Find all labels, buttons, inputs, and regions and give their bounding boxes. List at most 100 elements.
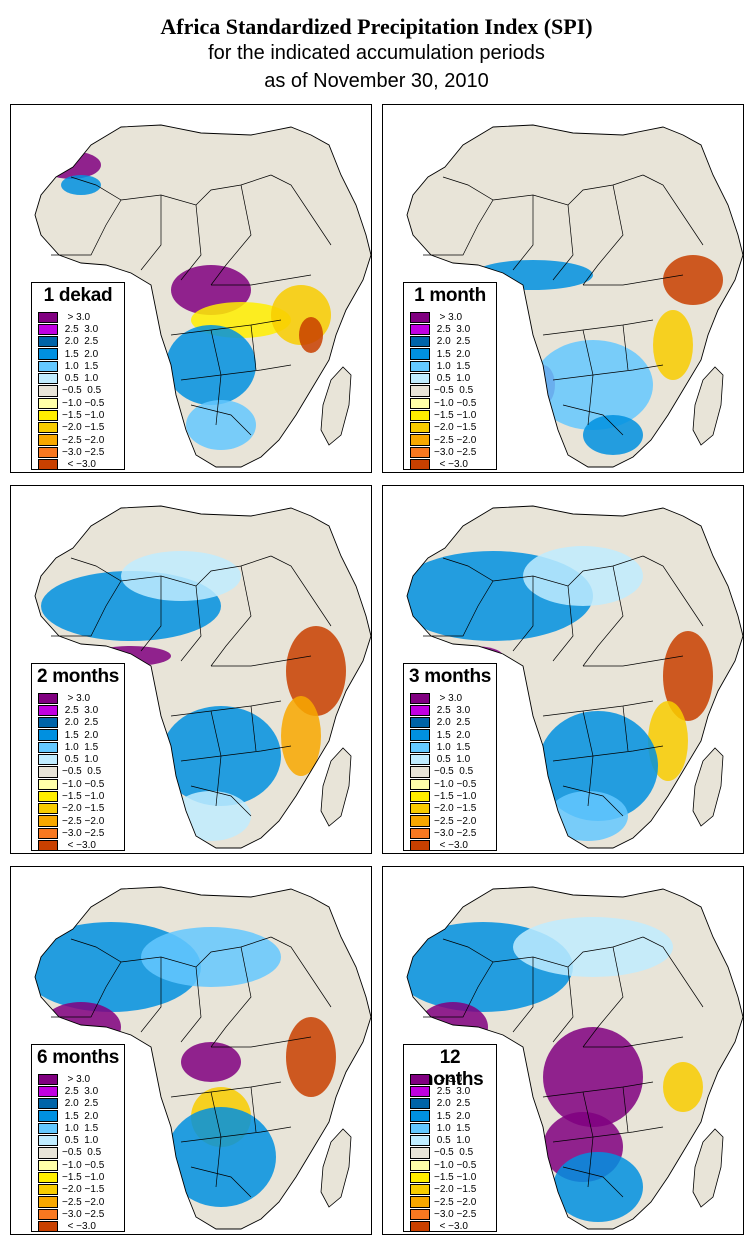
legend: 1 month > 3.0 2.5 3.0 2.0 2.5 1.5 2.0 1.…	[403, 282, 497, 471]
legend-swatch	[38, 741, 58, 753]
legend-entry: < −3.0	[38, 459, 104, 471]
legend-swatch	[410, 827, 430, 840]
panel-period-label: 3 months	[408, 666, 492, 687]
legend-label: −1.0 −0.5	[434, 778, 477, 790]
map-panel: 1 month > 3.0 2.5 3.0 2.0 2.5 1.5 2.0 1.…	[382, 104, 744, 473]
legend-swatch	[38, 1122, 58, 1134]
legend-swatch	[410, 1196, 430, 1208]
legend-label: −3.0 −2.5	[434, 1208, 477, 1220]
legend-swatch	[410, 717, 430, 729]
country-border	[423, 938, 494, 1018]
legend-swatch	[38, 840, 58, 852]
legend-label: −1.0 −0.5	[62, 397, 105, 409]
spi-region	[281, 696, 321, 776]
spi-region	[286, 626, 346, 716]
legend-label: 1.5 2.0	[62, 348, 99, 360]
country-border	[190, 1166, 252, 1198]
country-border	[250, 705, 257, 752]
legend-entry: 1.0 1.5	[38, 741, 104, 753]
africa-map	[34, 505, 371, 849]
legend-label: −0.5 0.5	[434, 385, 474, 397]
country-border	[423, 557, 494, 637]
legend-swatch	[38, 1184, 58, 1196]
legend-label: 1.5 2.0	[434, 1110, 471, 1122]
legend-swatch	[38, 778, 58, 790]
legend-label: −2.5 −2.0	[62, 434, 105, 446]
legend-entry: −1.0 −0.5	[410, 397, 476, 409]
legend-swatch	[38, 348, 58, 360]
legend-swatch	[410, 704, 430, 717]
map-panel: 3 months > 3.0 2.5 3.0 2.0 2.5 1.5 2.0 1…	[382, 485, 744, 854]
legend-swatch	[38, 704, 58, 717]
legend-label: 2.5 3.0	[434, 704, 471, 716]
legend-swatch	[410, 1184, 430, 1196]
legend: 3 months > 3.0 2.5 3.0 2.0 2.5 1.5 2.0 1…	[403, 663, 497, 852]
legend-label: 2.0 2.5	[434, 336, 471, 348]
legend-swatch	[38, 372, 58, 385]
legend-swatch	[38, 1073, 58, 1085]
legend-swatch	[410, 385, 430, 397]
legend-entry: < −3.0	[410, 459, 476, 471]
country-border	[622, 705, 629, 752]
coastline	[34, 505, 371, 849]
legend-swatch	[38, 1110, 58, 1122]
country-border	[492, 555, 644, 587]
country-border	[582, 565, 624, 667]
legend-entry: −1.5 −1.0	[38, 790, 104, 803]
country-border	[552, 966, 574, 1043]
legend-label: 0.5 1.0	[62, 1135, 99, 1147]
coastline	[34, 886, 371, 1230]
legend-entry: > 3.0	[38, 311, 104, 323]
legend-entry: −1.5 −1.0	[410, 409, 476, 422]
legend-swatch	[410, 692, 430, 704]
country-border	[582, 1091, 594, 1188]
legend-label: 1.0 1.5	[434, 360, 471, 372]
legend-entry: −1.5 −1.0	[38, 1171, 104, 1184]
spi-region	[121, 551, 241, 601]
legend-label: −0.5 0.5	[434, 1147, 474, 1159]
madagascar	[320, 366, 352, 446]
country-border	[170, 319, 282, 336]
panel-period-label: 2 months	[36, 666, 120, 687]
legend-label: −2.5 −2.0	[434, 1196, 477, 1208]
legend-label: −0.5 0.5	[62, 766, 102, 778]
chart-title: Africa Standardized Precipitation Index …	[160, 14, 593, 39]
legend-entry: 2.5 3.0	[38, 704, 104, 717]
spi-region	[523, 546, 643, 606]
legend-entry: 2.0 2.5	[410, 717, 476, 729]
country-border	[492, 174, 644, 206]
country-border	[552, 364, 664, 381]
legend-label: 1.0 1.5	[434, 741, 471, 753]
country-border	[552, 585, 574, 662]
legend-swatch	[38, 1208, 58, 1221]
legend-entry: −3.0 −2.5	[410, 1208, 477, 1221]
legend-entry: −1.0 −0.5	[38, 778, 104, 790]
spi-region	[583, 415, 643, 455]
country-border	[210, 710, 222, 807]
legend-entry: −2.0 −1.5	[38, 1184, 104, 1196]
legend-entry: −2.0 −1.5	[38, 422, 104, 434]
legend-entry: 1.5 2.0	[38, 348, 104, 360]
country-border	[583, 274, 684, 286]
country-border	[190, 785, 252, 817]
country-border	[180, 966, 202, 1043]
spi-region	[663, 1062, 703, 1112]
legend-label: 1.0 1.5	[434, 1122, 471, 1134]
map-panel: 6 months > 3.0 2.5 3.0 2.0 2.5 1.5 2.0 1…	[10, 866, 372, 1235]
legend-entry: −3.0 −2.5	[38, 827, 104, 840]
legend-swatch	[410, 360, 430, 372]
legend-label: −0.5 0.5	[62, 385, 102, 397]
legend-entry: 0.5 1.0	[410, 1134, 476, 1147]
country-border	[210, 329, 222, 426]
country-border	[582, 329, 594, 426]
legend-swatch	[410, 753, 430, 766]
legend-entry: < −3.0	[38, 840, 104, 852]
legend-swatch	[410, 840, 430, 852]
legend-entry: > 3.0	[410, 311, 476, 323]
legend-swatch	[410, 323, 430, 336]
country-border	[211, 274, 312, 286]
legend-label: < −3.0	[62, 840, 96, 852]
legend-swatch	[38, 753, 58, 766]
legend-entry: −2.0 −1.5	[410, 803, 476, 815]
spi-region	[513, 917, 673, 977]
